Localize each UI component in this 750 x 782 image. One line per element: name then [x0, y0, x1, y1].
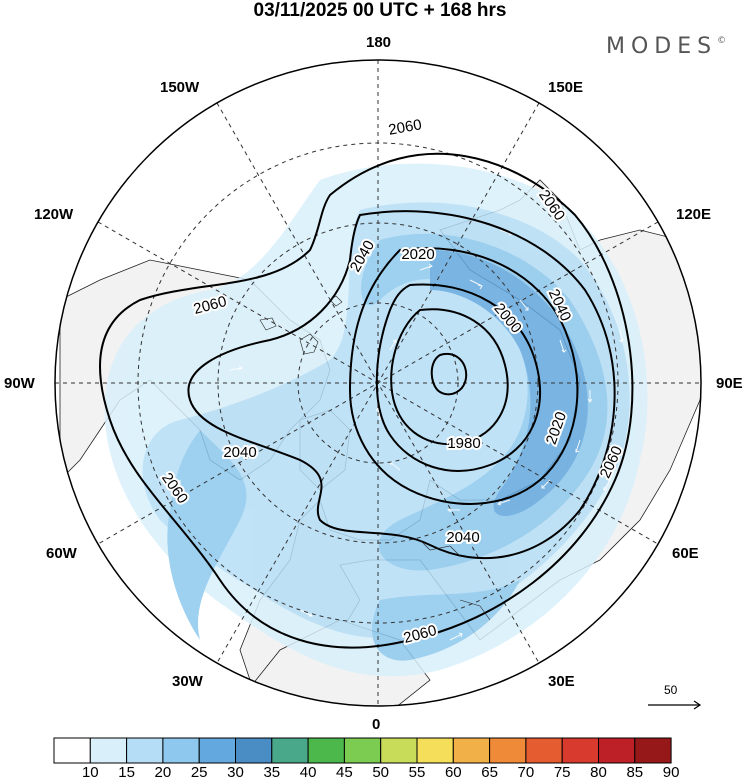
colorbar-swatch — [126, 737, 164, 764]
logo-text: MODES — [606, 34, 718, 59]
contour-label: 2040 — [446, 529, 479, 546]
wind-shading — [104, 163, 648, 677]
colorbar-swatch — [561, 737, 600, 764]
colorbar-tick-label: 30 — [227, 764, 244, 781]
vector-scale-arrow — [648, 700, 702, 710]
colorbar-swatch — [307, 737, 345, 764]
contour-label: 2040 — [223, 444, 256, 461]
colorbar-swatch — [343, 737, 382, 764]
contour-2000 — [375, 283, 541, 472]
contour-label: 1980 — [447, 435, 480, 452]
contour-low — [430, 352, 468, 396]
logo-mark: © — [717, 36, 727, 46]
lon-label-30e: 30E — [548, 673, 575, 690]
lon-label-90w: 90W — [4, 375, 35, 392]
map-title: 03/11/2025 00 UTC + 168 hrs — [253, 0, 507, 21]
colorbar-tick-label: 35 — [263, 764, 281, 781]
height-contours — [99, 152, 634, 649]
contour-1980 — [390, 308, 509, 446]
colorbar-swatch — [53, 737, 91, 764]
lon-label-0: 0 — [372, 716, 381, 733]
lon-label-60w: 60W — [46, 545, 77, 562]
modes-logo: MODES© — [606, 34, 726, 59]
colorbar-swatch — [235, 737, 273, 764]
contour-label: 2020 — [401, 246, 434, 263]
contour-2020 — [348, 247, 579, 505]
colorbar-swatch — [598, 737, 636, 764]
colorbar-swatch — [452, 737, 491, 764]
colorbar-tick-label: 75 — [553, 764, 571, 781]
colorbar-swatch — [271, 737, 309, 764]
colorbar-tick-label: 25 — [190, 764, 208, 781]
lon-label-90e: 90E — [716, 375, 743, 392]
colorbar-tick-label: 80 — [590, 764, 607, 781]
lon-label-30w: 30W — [172, 673, 203, 690]
lon-label-120e: 120E — [676, 206, 712, 223]
colorbar-tick-label: 85 — [626, 764, 644, 781]
colorbar-tick-label: 50 — [372, 764, 390, 781]
colorbar-tick-label: 40 — [299, 764, 317, 781]
lon-label-180: 180 — [366, 34, 392, 51]
colorbar-swatch — [380, 737, 418, 764]
colorbar-tick-label: 10 — [81, 764, 99, 781]
colorbar-swatch — [634, 737, 672, 764]
colorbar-swatch — [489, 737, 527, 764]
colorbar-swatch — [198, 737, 236, 764]
lon-label-60e: 60E — [672, 545, 699, 562]
colorbar-tick-label: 60 — [444, 764, 462, 781]
colorbar-swatch — [89, 737, 128, 764]
coastlines — [259, 295, 491, 621]
colorbar-tick-label: 15 — [118, 764, 135, 781]
lon-label-150w: 150W — [160, 79, 200, 96]
map-boundary — [54, 59, 702, 707]
colorbar-swatch — [416, 737, 454, 764]
colorbar-tick-label: 20 — [154, 764, 172, 781]
colorbar-tick-label: 55 — [408, 764, 426, 781]
colorbar-tick-label: 90 — [662, 764, 680, 781]
colorbar-swatch — [525, 737, 563, 764]
colorbar-tick-label: 65 — [481, 764, 498, 781]
colorbar-tick-label: 45 — [336, 764, 353, 781]
vector-scale-label: 50 — [664, 683, 678, 697]
lon-label-120w: 120W — [34, 206, 74, 223]
graticule — [55, 60, 701, 706]
contour-2040 — [187, 210, 616, 560]
lon-label-150e: 150E — [548, 79, 584, 96]
colorbar — [53, 737, 672, 764]
colorbar-swatch — [162, 737, 200, 764]
colorbar-tick-label: 70 — [517, 764, 535, 781]
contour-2060 — [99, 152, 634, 649]
